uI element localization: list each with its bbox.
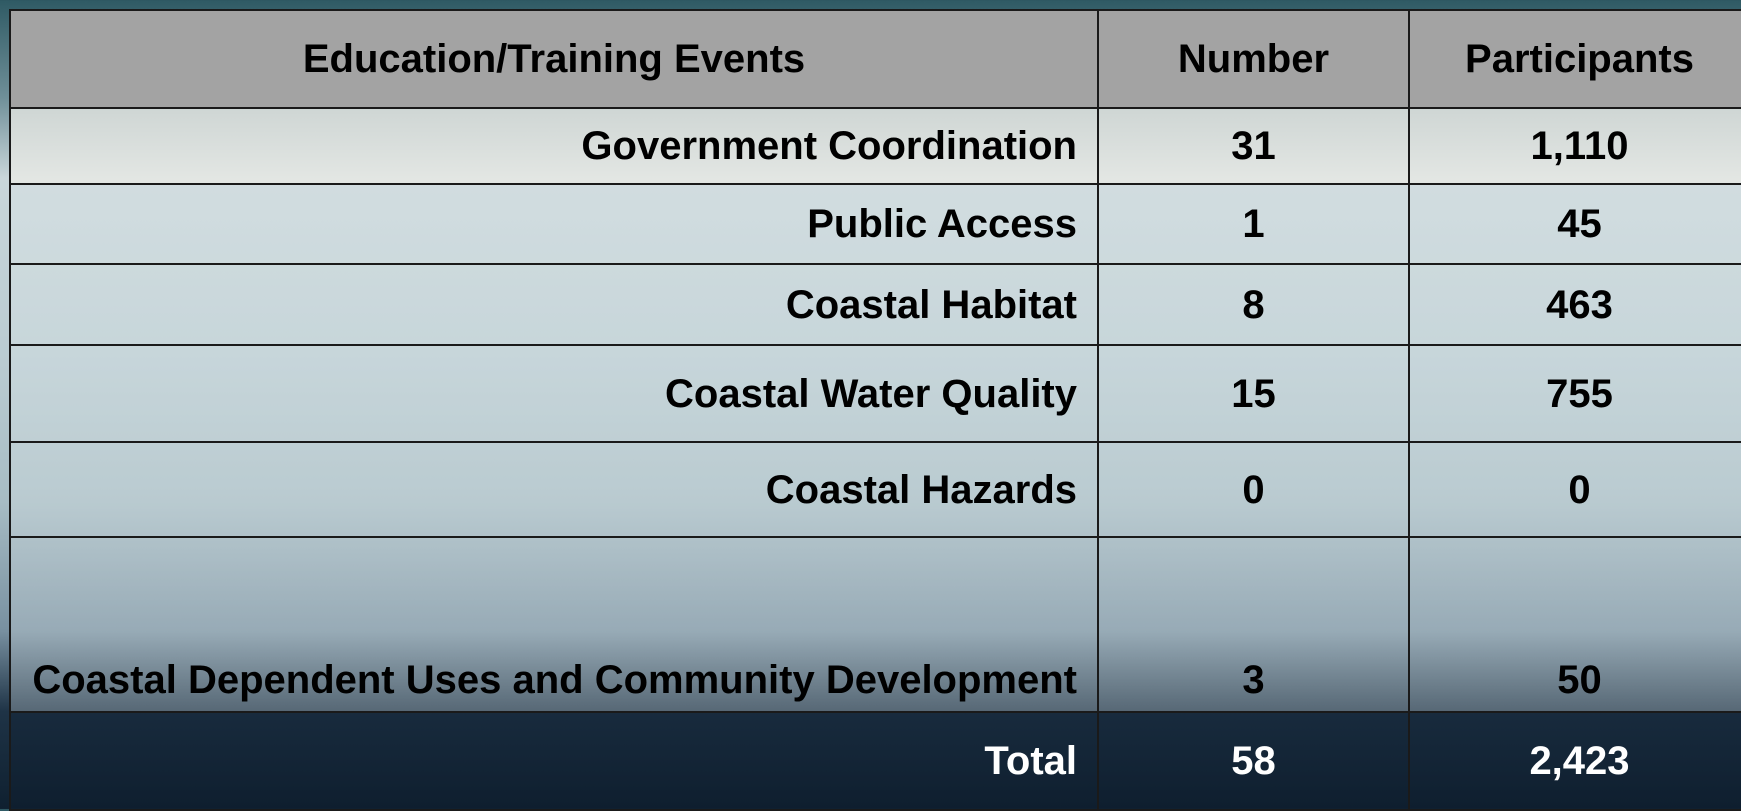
header-row: Education/Training Events Number Partici… bbox=[10, 10, 1741, 108]
row-value: 50 bbox=[1409, 537, 1741, 712]
events-table: Education/Training Events Number Partici… bbox=[9, 9, 1741, 811]
row-value: 45 bbox=[1409, 184, 1741, 264]
row-value: 8 bbox=[1098, 264, 1409, 345]
header-cell: Number bbox=[1098, 10, 1409, 108]
row-value: 31 bbox=[1098, 108, 1409, 184]
row-value: 58 bbox=[1098, 712, 1409, 810]
row-value: 0 bbox=[1098, 442, 1409, 537]
row-label: Public Access bbox=[10, 184, 1098, 264]
row-value: 15 bbox=[1098, 345, 1409, 442]
row-label: Government Coordination bbox=[10, 108, 1098, 184]
header-cell: Participants bbox=[1409, 10, 1741, 108]
row-value: 0 bbox=[1409, 442, 1741, 537]
row-label: Total bbox=[10, 712, 1098, 810]
row-value: 2,423 bbox=[1409, 712, 1741, 810]
row-label: Coastal Dependent Uses and Community Dev… bbox=[10, 537, 1098, 712]
table-row: Coastal Dependent Uses and Community Dev… bbox=[10, 537, 1741, 712]
header-cell: Education/Training Events bbox=[10, 10, 1098, 108]
row-label: Coastal Habitat bbox=[10, 264, 1098, 345]
row-label: Coastal Hazards bbox=[10, 442, 1098, 537]
row-value: 3 bbox=[1098, 537, 1409, 712]
row-value: 463 bbox=[1409, 264, 1741, 345]
row-value: 1,110 bbox=[1409, 108, 1741, 184]
row-value: 1 bbox=[1098, 184, 1409, 264]
row-label: Coastal Water Quality bbox=[10, 345, 1098, 442]
page: Education/Training Events Number Partici… bbox=[0, 0, 1741, 809]
row-value: 755 bbox=[1409, 345, 1741, 442]
